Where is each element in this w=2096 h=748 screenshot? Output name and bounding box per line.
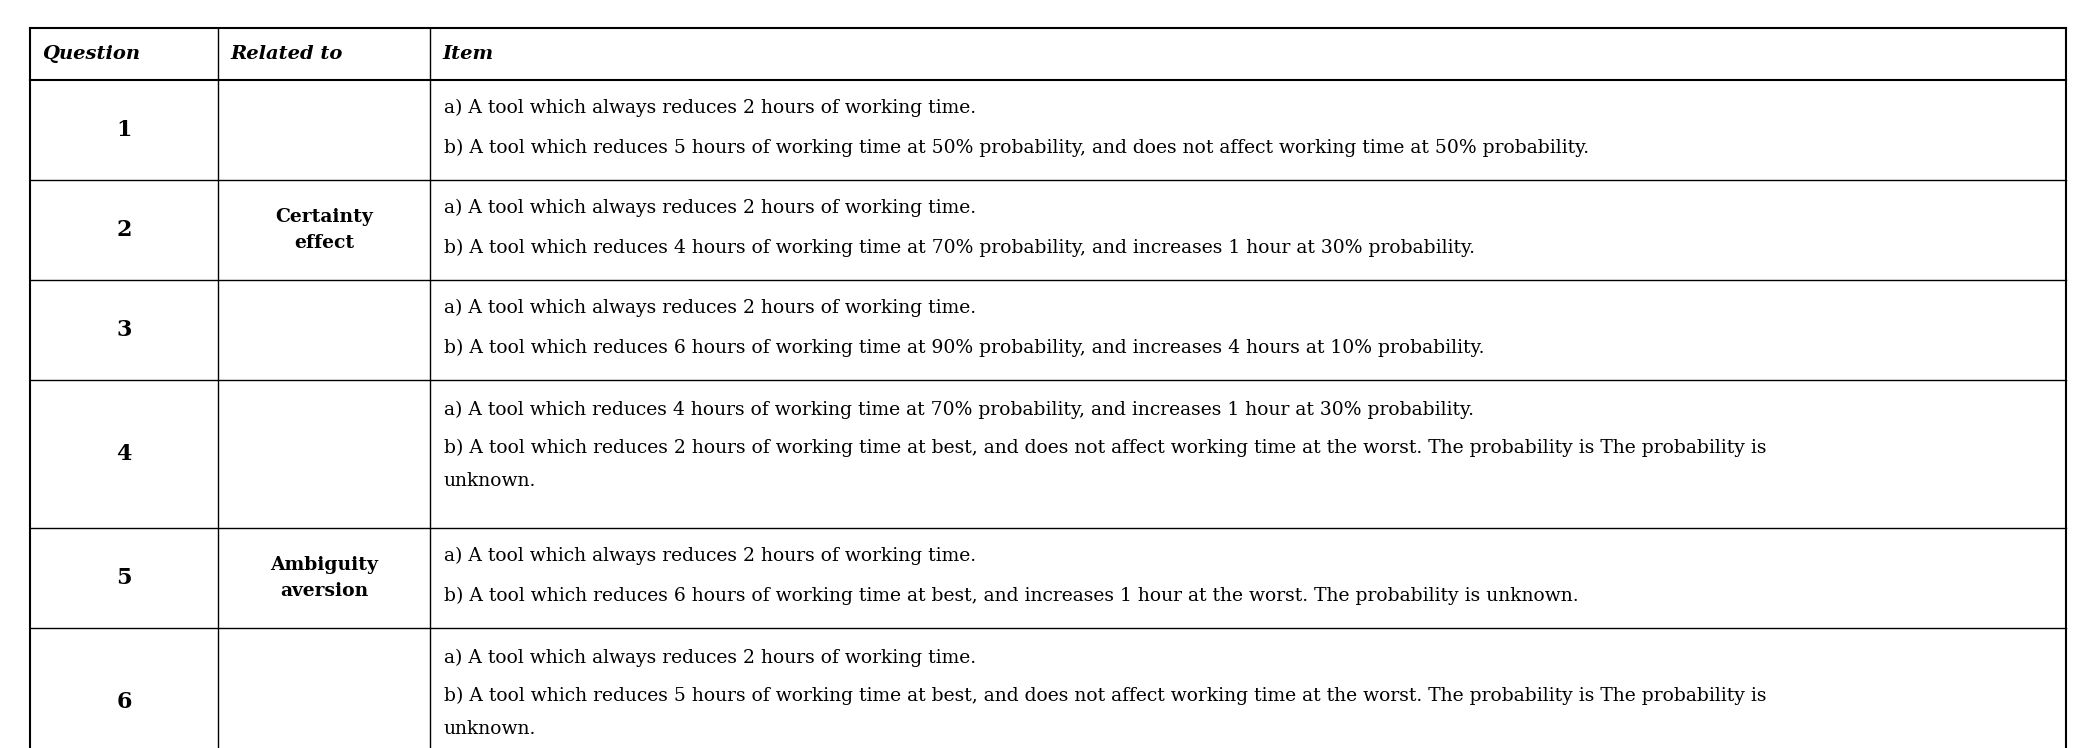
Text: unknown.: unknown. [444,472,537,490]
Text: b) A tool which reduces 6 hours of working time at best, and increases 1 hour at: b) A tool which reduces 6 hours of worki… [444,587,1578,605]
Text: Item: Item [442,45,493,63]
Text: 3: 3 [115,319,132,341]
Text: Certainty
effect: Certainty effect [275,208,373,252]
Text: Question: Question [42,45,140,63]
Text: 2: 2 [115,219,132,241]
Text: b) A tool which reduces 5 hours of working time at best, and does not affect wor: b) A tool which reduces 5 hours of worki… [444,687,1767,705]
Text: a) A tool which reduces 4 hours of working time at 70% probability, and increase: a) A tool which reduces 4 hours of worki… [444,400,1473,419]
Text: a) A tool which always reduces 2 hours of working time.: a) A tool which always reduces 2 hours o… [444,649,977,666]
Text: 1: 1 [115,119,132,141]
Text: b) A tool which reduces 6 hours of working time at 90% probability, and increase: b) A tool which reduces 6 hours of worki… [444,339,1484,357]
Text: a) A tool which always reduces 2 hours of working time.: a) A tool which always reduces 2 hours o… [444,199,977,217]
Text: Ambiguity
aversion: Ambiguity aversion [270,556,377,600]
Text: b) A tool which reduces 2 hours of working time at best, and does not affect wor: b) A tool which reduces 2 hours of worki… [444,439,1767,457]
Text: 6: 6 [115,691,132,713]
Text: unknown.: unknown. [444,720,537,738]
Text: 4: 4 [115,443,132,465]
Text: a) A tool which always reduces 2 hours of working time.: a) A tool which always reduces 2 hours o… [444,99,977,117]
Text: b) A tool which reduces 5 hours of working time at 50% probability, and does not: b) A tool which reduces 5 hours of worki… [444,139,1589,157]
Text: Related to: Related to [231,45,342,63]
Text: b) A tool which reduces 4 hours of working time at 70% probability, and increase: b) A tool which reduces 4 hours of worki… [444,239,1476,257]
Text: a) A tool which always reduces 2 hours of working time.: a) A tool which always reduces 2 hours o… [444,299,977,317]
Text: a) A tool which always reduces 2 hours of working time.: a) A tool which always reduces 2 hours o… [444,547,977,565]
Text: 5: 5 [115,567,132,589]
